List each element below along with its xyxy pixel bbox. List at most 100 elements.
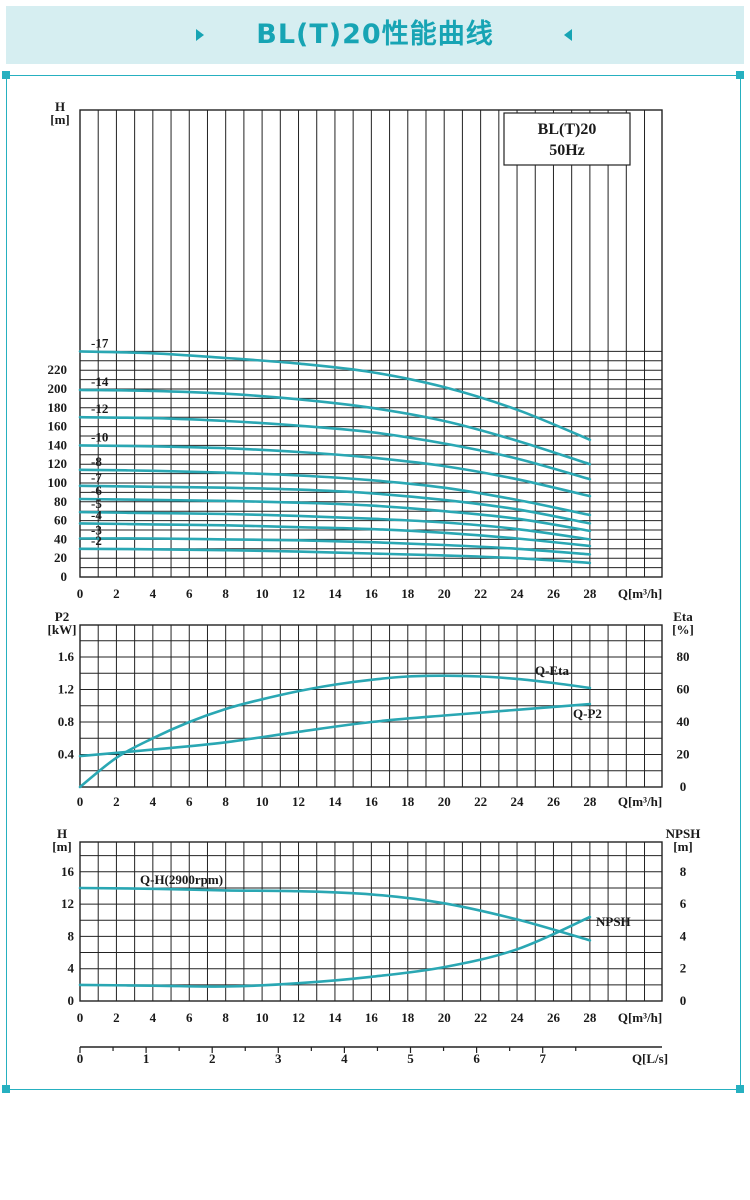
- x-tick-label: 0: [77, 1010, 84, 1025]
- x-tick-label: 22: [474, 586, 487, 601]
- x-tick-label: 22: [474, 794, 487, 809]
- y-right-tick-label: 80: [677, 649, 690, 664]
- legend-box: [503, 112, 631, 166]
- stage-label: -8: [91, 454, 102, 469]
- chart3-right-unit: [m]: [673, 839, 693, 854]
- stage-curve: [78, 510, 592, 541]
- plot-border: [79, 624, 663, 788]
- frame-corner-tl: [2, 71, 10, 79]
- x-tick-label: 6: [186, 586, 193, 601]
- y-left-tick-label: 0: [68, 993, 75, 1008]
- y-left-tick-label: 0.8: [58, 714, 75, 729]
- x-tick-label: 12: [292, 1010, 305, 1025]
- x-tick-label: 12: [292, 794, 305, 809]
- y-tick-label: 60: [54, 513, 67, 528]
- ls-axis-label: Q[L/s]: [632, 1051, 668, 1066]
- ls-tick-label: 3: [275, 1051, 282, 1066]
- y-left-tick-label: 8: [68, 928, 75, 943]
- y-tick-label: 140: [48, 437, 68, 452]
- stage-label: -17: [91, 335, 109, 350]
- stage-curve: [78, 537, 592, 556]
- frame-corner-tr: [736, 71, 744, 79]
- ls-tick-label: 0: [77, 1051, 84, 1066]
- chart1-ylabel: H: [55, 99, 65, 114]
- x-tick-label: 10: [256, 586, 269, 601]
- y-right-tick-label: 40: [677, 714, 690, 729]
- y-tick-label: 80: [54, 494, 67, 509]
- stage-curve: [78, 350, 592, 442]
- legend-model: BL(T)20: [538, 121, 597, 138]
- y-right-tick-label: 0: [680, 779, 687, 794]
- stage-curve: [78, 388, 592, 466]
- x-tick-label: 28: [583, 794, 597, 809]
- x-tick-label: 8: [222, 586, 229, 601]
- x-tick-label: 18: [401, 586, 415, 601]
- x-tick-label: 2: [113, 794, 120, 809]
- y-left-tick-label: 1.6: [58, 649, 75, 664]
- stage-label: -12: [91, 401, 108, 416]
- ls-tick-label: 4: [341, 1051, 348, 1066]
- ls-tick-label: 5: [407, 1051, 414, 1066]
- stage-curve: [78, 497, 592, 533]
- y-right-tick-label: 60: [677, 682, 690, 697]
- stage-label: -10: [91, 429, 108, 444]
- plot-border: [79, 841, 663, 1002]
- x-tick-label: 26: [547, 586, 561, 601]
- y-tick-label: 120: [48, 456, 68, 471]
- stage-curve: [78, 522, 592, 548]
- x-tick-label: 22: [474, 1010, 487, 1025]
- series-curve: [78, 915, 592, 988]
- chart3-xlabel: Q[m³/h]: [618, 1010, 662, 1025]
- x-tick-label: 14: [328, 794, 342, 809]
- x-tick-label: 28: [583, 586, 597, 601]
- frame-corner-bl: [2, 1085, 10, 1093]
- x-tick-label: 14: [328, 586, 342, 601]
- y-tick-label: 20: [54, 550, 67, 565]
- x-tick-label: 20: [438, 1010, 451, 1025]
- y-tick-label: 220: [48, 362, 68, 377]
- x-tick-label: 6: [186, 794, 193, 809]
- x-tick-label: 2: [113, 586, 120, 601]
- series-curve: [78, 886, 592, 942]
- chart2-xlabel: Q[m³/h]: [618, 794, 662, 809]
- stage-label: -6: [91, 483, 102, 498]
- chart2-right-unit: [%]: [672, 622, 694, 637]
- legend-frequency: 50Hz: [549, 142, 585, 159]
- y-left-tick-label: 4: [68, 961, 75, 976]
- x-tick-label: 16: [365, 586, 379, 601]
- x-tick-label: 14: [328, 1010, 342, 1025]
- stage-label: -4: [91, 507, 102, 522]
- series-curve: [78, 674, 592, 789]
- chart2-right-label: Eta: [673, 609, 693, 624]
- x-tick-label: 28: [583, 1010, 597, 1025]
- flow-ls-axis: 0 1 2 3 4 5 6 7 Q[L/s]: [77, 1046, 668, 1066]
- x-tick-label: 20: [438, 586, 451, 601]
- x-tick-label: 6: [186, 1010, 193, 1025]
- x-tick-label: 2: [113, 1010, 120, 1025]
- stage-label: -5: [91, 496, 102, 511]
- stage-curve: [78, 468, 592, 517]
- ls-tick-label: 6: [473, 1051, 480, 1066]
- x-tick-label: 10: [256, 1010, 269, 1025]
- y-tick-label: 160: [48, 419, 68, 434]
- y-left-tick-label: 16: [61, 864, 75, 879]
- chart3-left-label: H: [57, 826, 67, 841]
- chart1-ylabel-unit: [m]: [50, 112, 70, 127]
- y-right-tick-label: 20: [677, 747, 690, 762]
- stage-curve: [78, 415, 592, 481]
- power-efficiency-chart: 0 2 4 6 8 10 12 14 16 18 20 22 24 26 280.40.81.21.6020…: [48, 609, 694, 809]
- x-tick-label: 26: [547, 1010, 561, 1025]
- chart3-left-unit: [m]: [52, 839, 72, 854]
- y-right-tick-label: 8: [680, 864, 687, 879]
- x-tick-label: 4: [150, 1010, 157, 1025]
- title-banner: BL(T)20性能曲线: [6, 6, 744, 64]
- x-tick-label: 26: [547, 794, 561, 809]
- plot-border: [79, 109, 663, 578]
- y-left-tick-label: 0.4: [58, 747, 75, 762]
- p2-series-label: Q-P2: [573, 706, 602, 721]
- x-tick-label: 0: [77, 586, 84, 601]
- x-tick-label: 4: [150, 586, 157, 601]
- y-tick-label: 180: [48, 400, 68, 415]
- x-tick-label: 18: [401, 1010, 415, 1025]
